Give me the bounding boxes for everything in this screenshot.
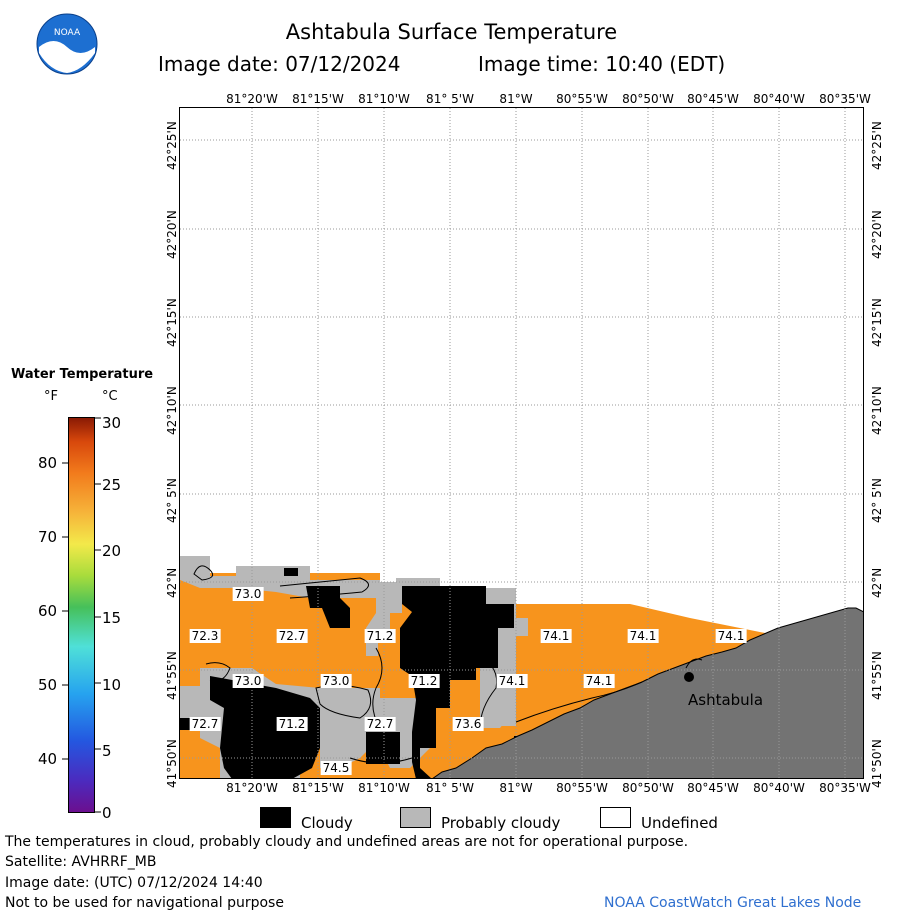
cloudy-swatch (260, 807, 291, 828)
lat-label: 42° 5'N (870, 478, 884, 523)
c-tick: 15 (102, 609, 122, 627)
temp-label: 74.1 (496, 674, 528, 688)
lat-label: 42°15'N (165, 298, 179, 347)
logo-text: NOAA (54, 28, 81, 38)
lat-label: 42°10'N (165, 386, 179, 435)
nav-warning: Not to be used for navigational purpose (5, 895, 284, 911)
temp-label: 74.1 (583, 674, 615, 688)
lat-label: 42°25'N (165, 121, 179, 170)
lat-label: 42°N (165, 567, 179, 598)
temp-label: 73.6 (452, 717, 484, 731)
lon-label: 81°10'W (358, 781, 410, 795)
lon-label: 81°20'W (226, 92, 278, 106)
probably-cloudy-label: Probably cloudy (441, 814, 561, 832)
satellite: Satellite: AVHRRF_MB (5, 854, 157, 870)
lat-label: 42°25'N (870, 121, 884, 170)
lon-label: 80°55'W (556, 781, 608, 795)
lon-label: 80°55'W (556, 92, 608, 106)
lon-label: 80°45'W (687, 781, 739, 795)
lon-label: 81°15'W (292, 92, 344, 106)
lon-label: 80°40'W (753, 781, 805, 795)
credit: NOAA CoastWatch Great Lakes Node (604, 895, 862, 911)
unit-f: °F (44, 389, 58, 404)
lon-label: 81°15'W (292, 781, 344, 795)
lat-label: 42°N (870, 567, 884, 598)
temp-label: 74.1 (715, 629, 747, 643)
lat-label: 42° 5'N (165, 478, 179, 523)
temp-label: 74.1 (627, 629, 659, 643)
temp-label: 74.1 (540, 629, 572, 643)
temp-label: 71.2 (408, 674, 440, 688)
lon-label: 80°50'W (622, 781, 674, 795)
f-tick: 40 (38, 750, 58, 768)
lon-label: 81° 5'W (426, 92, 474, 106)
lat-label: 42°10'N (870, 386, 884, 435)
temp-label: 72.7 (364, 717, 396, 731)
temp-label: 73.0 (232, 587, 264, 601)
c-tick: 30 (102, 414, 122, 432)
f-tick: 50 (38, 676, 58, 694)
temp-label: 72.3 (189, 629, 221, 643)
temp-label: 73.0 (320, 674, 352, 688)
lon-label: 81°10'W (358, 92, 410, 106)
cloudy-label: Cloudy (301, 814, 353, 832)
lon-label: 80°35'W (819, 781, 871, 795)
lon-label: 81°20'W (226, 781, 278, 795)
lon-label: 81°W (499, 92, 533, 106)
map-title: Ashtabula Surface Temperature (285, 20, 618, 44)
grid-lines (180, 108, 864, 779)
utc-date: Image date: (UTC) 07/12/2024 14:40 (5, 875, 263, 891)
lon-label: 80°40'W (753, 92, 805, 106)
image-date: Image date: 07/12/2024 (158, 52, 401, 76)
f-tick: 80 (38, 454, 58, 472)
image-time: Image time: 10:40 (EDT) (478, 52, 726, 76)
c-tick: 20 (102, 542, 122, 560)
temp-label: 74.5 (320, 761, 352, 775)
contour-lines (193, 565, 703, 764)
lat-label: 41°55'N (165, 651, 179, 700)
c-tick: 10 (102, 676, 122, 694)
city-label: Ashtabula (688, 691, 764, 709)
lon-label: 81° 5'W (426, 781, 474, 795)
c-tick: 5 (102, 742, 112, 760)
lat-label: 41°50'N (165, 739, 179, 788)
c-tick: 0 (102, 804, 112, 822)
noaa-logo: NOAA (36, 13, 98, 75)
color-bar-ticks (62, 417, 101, 813)
lon-label: 80°35'W (819, 92, 871, 106)
city-marker (684, 672, 694, 682)
c-tick: 25 (102, 476, 122, 494)
color-bar (68, 417, 95, 813)
lat-label: 42°15'N (870, 298, 884, 347)
temp-label: 71.2 (364, 629, 396, 643)
temp-label: 71.2 (276, 717, 308, 731)
undefined-swatch (600, 807, 631, 828)
lat-label: 42°20'N (870, 210, 884, 259)
f-tick: 70 (38, 528, 58, 546)
disclaimer: The temperatures in cloud, probably clou… (5, 834, 689, 850)
temp-label: 72.7 (189, 717, 221, 731)
cloudy-areas (180, 568, 522, 779)
unit-c: °C (102, 389, 118, 404)
lon-label: 81°W (499, 781, 533, 795)
map-canvas (180, 108, 864, 779)
lon-label: 80°50'W (622, 92, 674, 106)
temp-label: 73.0 (232, 674, 264, 688)
lat-label: 41°55'N (870, 651, 884, 700)
lon-label: 80°45'W (687, 92, 739, 106)
f-tick: 60 (38, 602, 58, 620)
probably-cloudy-swatch (400, 807, 431, 828)
lat-label: 41°50'N (870, 739, 884, 788)
undefined-label: Undefined (641, 814, 718, 832)
temp-label: 72.7 (276, 629, 308, 643)
legend-title: Water Temperature (11, 367, 154, 382)
lat-label: 42°20'N (165, 210, 179, 259)
